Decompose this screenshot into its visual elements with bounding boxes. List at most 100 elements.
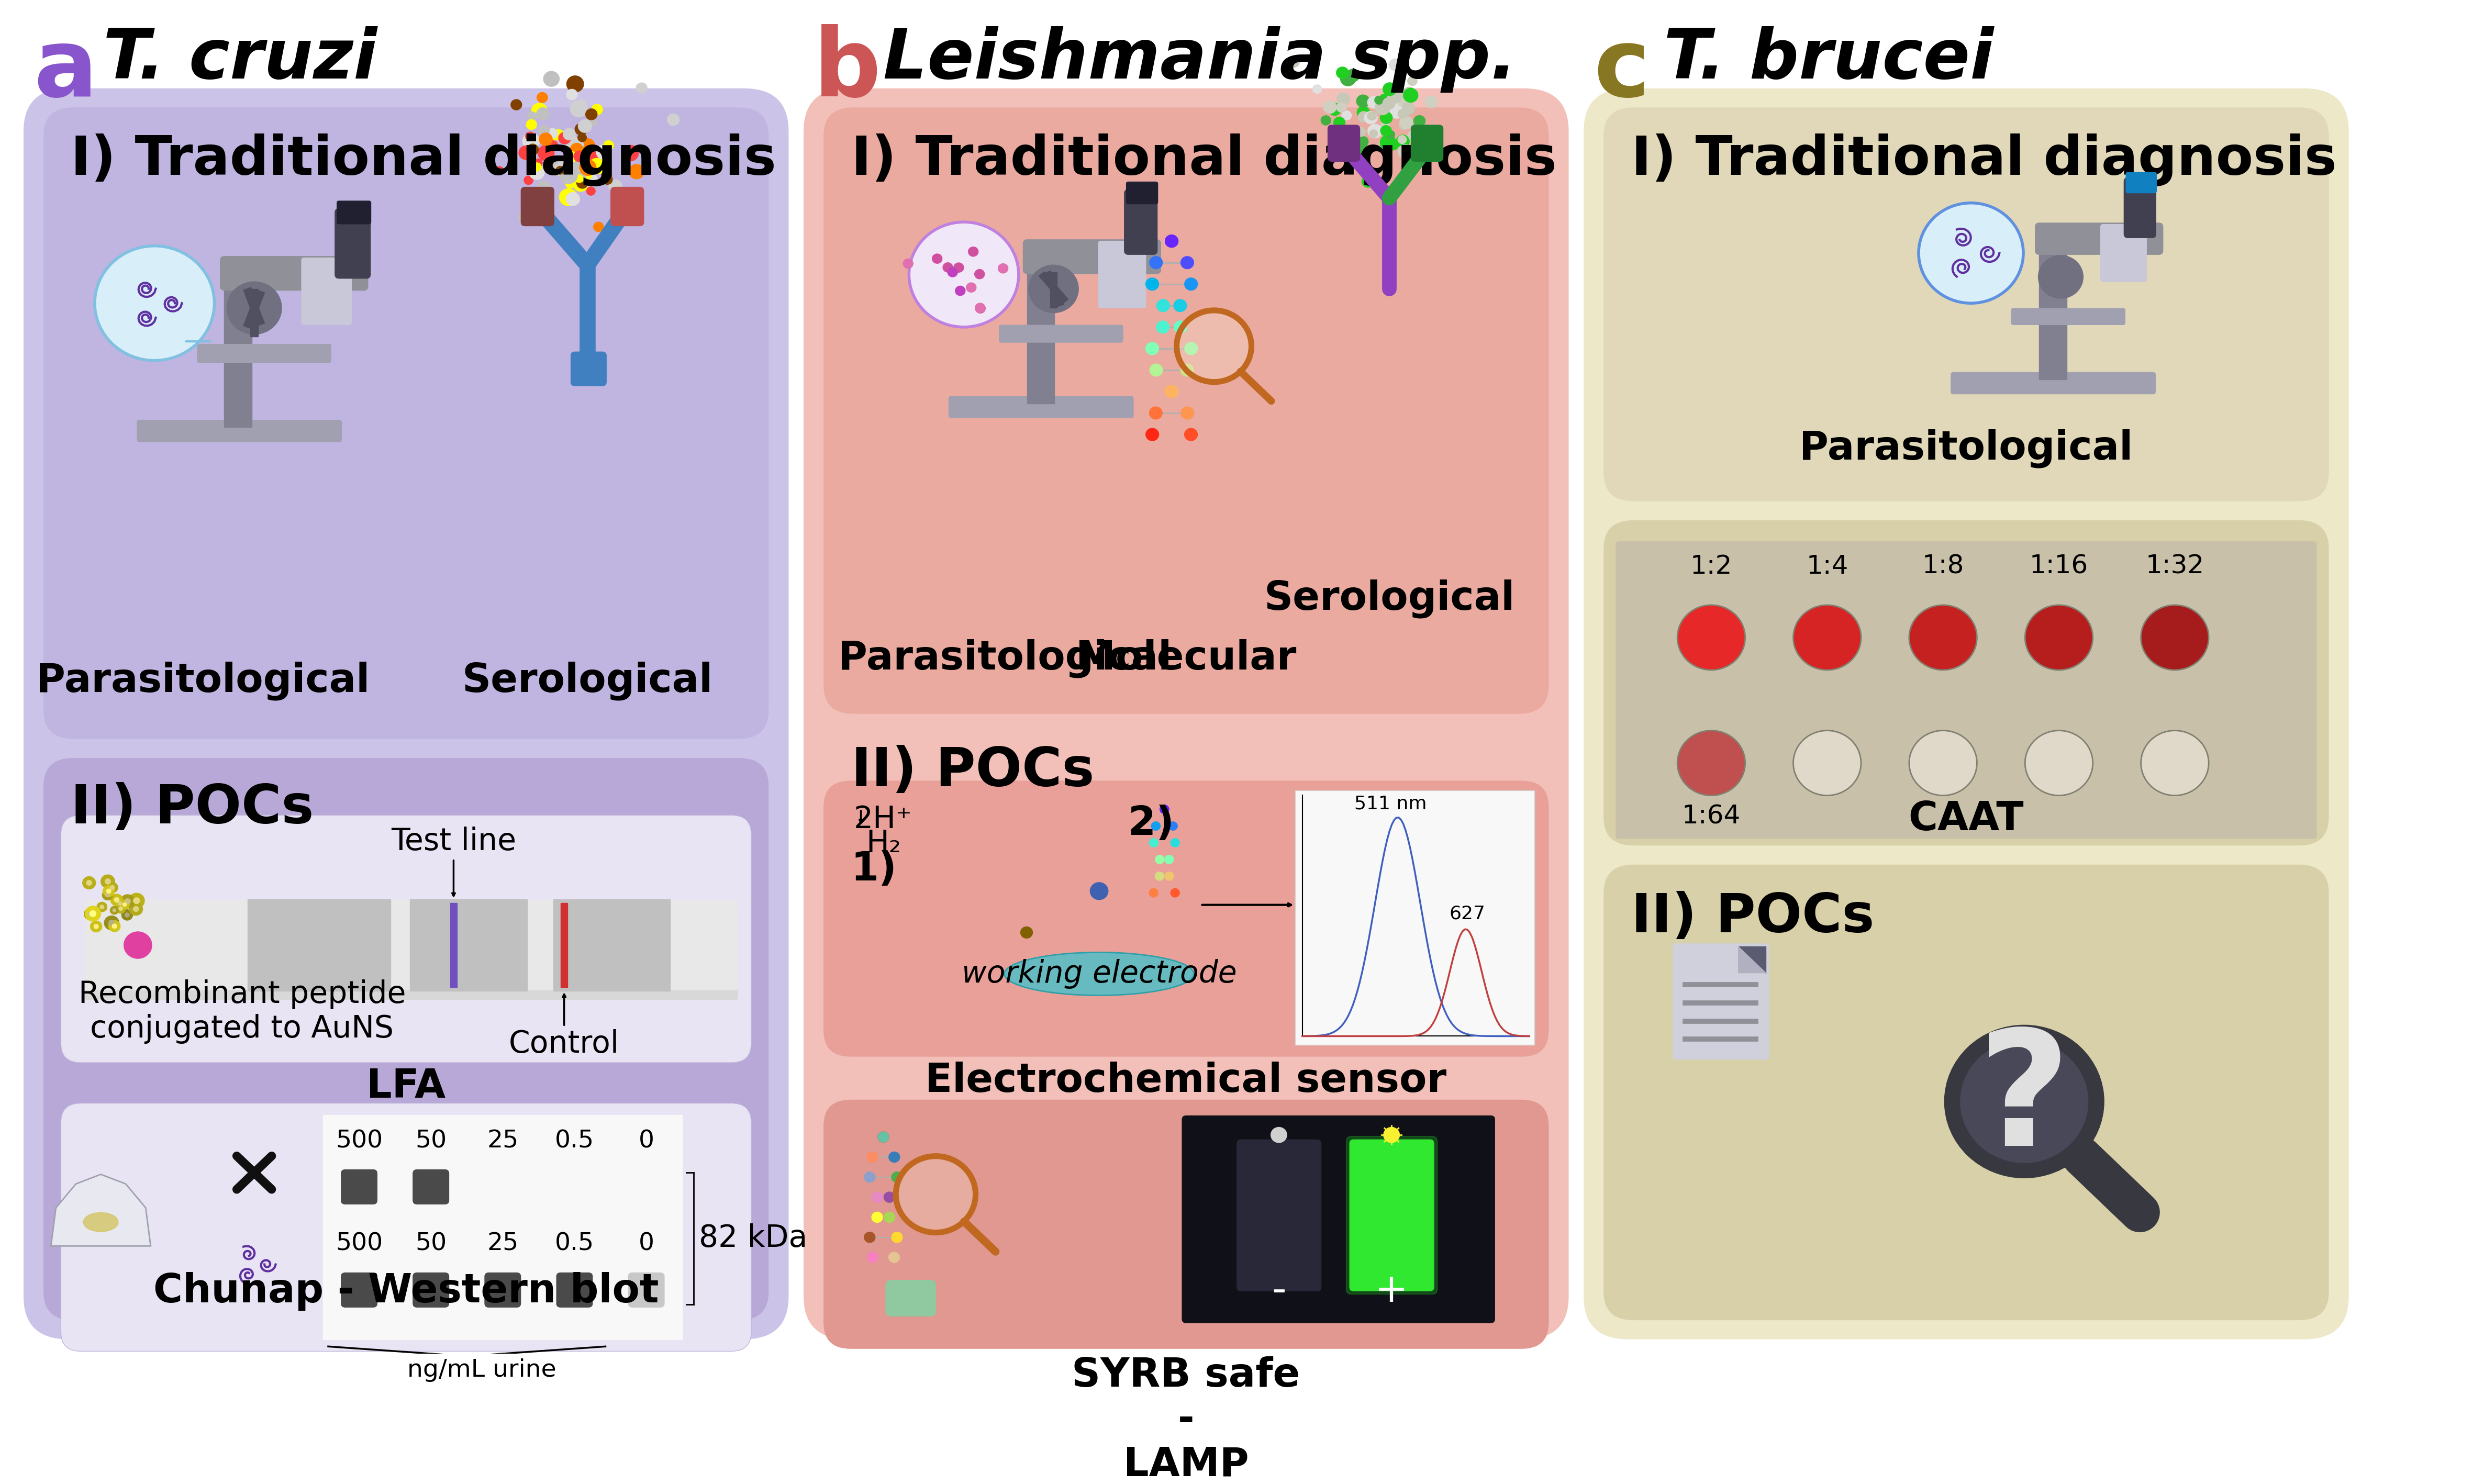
Circle shape — [574, 151, 586, 162]
Circle shape — [888, 1252, 900, 1263]
Text: 50: 50 — [415, 1129, 448, 1153]
Circle shape — [111, 886, 114, 889]
Circle shape — [527, 120, 537, 129]
Circle shape — [104, 916, 119, 930]
Circle shape — [1355, 128, 1365, 137]
Circle shape — [974, 304, 984, 313]
Circle shape — [974, 269, 984, 279]
Circle shape — [2142, 730, 2208, 795]
FancyBboxPatch shape — [1328, 125, 1360, 162]
Circle shape — [1358, 111, 1370, 122]
Text: Molecular: Molecular — [1076, 640, 1296, 678]
Circle shape — [1385, 131, 1395, 139]
Circle shape — [888, 1152, 900, 1162]
FancyBboxPatch shape — [62, 815, 752, 1063]
Text: T. brucei: T. brucei — [1664, 27, 1993, 92]
Circle shape — [1382, 98, 1395, 110]
Circle shape — [1271, 1128, 1286, 1143]
FancyBboxPatch shape — [45, 758, 769, 1321]
Text: II) POCs: II) POCs — [72, 782, 314, 834]
Text: II) POCs: II) POCs — [851, 745, 1093, 798]
Circle shape — [571, 142, 584, 156]
Circle shape — [1333, 117, 1345, 128]
Circle shape — [1944, 1025, 2105, 1178]
Circle shape — [124, 902, 126, 907]
Circle shape — [1165, 386, 1180, 398]
Circle shape — [1358, 137, 1368, 147]
FancyBboxPatch shape — [413, 1273, 450, 1307]
Text: a: a — [35, 24, 96, 116]
Circle shape — [1353, 141, 1368, 154]
FancyBboxPatch shape — [1125, 183, 1157, 203]
FancyBboxPatch shape — [413, 1169, 450, 1204]
Circle shape — [569, 168, 581, 178]
FancyBboxPatch shape — [302, 258, 351, 325]
FancyBboxPatch shape — [45, 107, 769, 739]
Circle shape — [111, 893, 124, 905]
Circle shape — [1160, 804, 1170, 813]
Circle shape — [124, 932, 151, 959]
Circle shape — [101, 890, 114, 901]
Circle shape — [114, 898, 119, 902]
FancyBboxPatch shape — [2100, 224, 2147, 282]
FancyBboxPatch shape — [1098, 240, 1145, 309]
Circle shape — [1185, 429, 1197, 441]
Circle shape — [571, 172, 589, 188]
Circle shape — [1145, 429, 1160, 441]
Circle shape — [534, 159, 542, 168]
Circle shape — [109, 920, 121, 932]
Circle shape — [547, 141, 559, 150]
FancyBboxPatch shape — [1603, 865, 2330, 1321]
FancyBboxPatch shape — [136, 420, 341, 442]
Circle shape — [1380, 126, 1392, 137]
Text: SYRB safe
-
LAMP: SYRB safe - LAMP — [1071, 1356, 1301, 1484]
Text: 0: 0 — [638, 1232, 655, 1255]
Circle shape — [1909, 730, 1976, 795]
Circle shape — [89, 911, 96, 917]
Text: +: + — [1375, 1272, 1407, 1310]
FancyBboxPatch shape — [571, 352, 606, 386]
Circle shape — [932, 254, 942, 264]
Circle shape — [522, 134, 539, 148]
Text: II) POCs: II) POCs — [1632, 890, 1875, 944]
Circle shape — [126, 913, 129, 917]
Circle shape — [134, 907, 138, 911]
Circle shape — [99, 905, 104, 908]
Circle shape — [1387, 139, 1397, 150]
Circle shape — [591, 104, 603, 114]
Circle shape — [1424, 96, 1437, 108]
Circle shape — [1328, 104, 1340, 116]
Circle shape — [532, 163, 542, 171]
Circle shape — [586, 117, 596, 128]
Circle shape — [1165, 234, 1177, 248]
Circle shape — [1167, 822, 1177, 831]
Text: Serological: Serological — [462, 662, 712, 700]
FancyBboxPatch shape — [611, 187, 643, 226]
FancyBboxPatch shape — [1603, 107, 2330, 502]
Circle shape — [124, 899, 131, 904]
Ellipse shape — [1004, 953, 1194, 996]
Bar — [450, 902, 458, 987]
Circle shape — [527, 111, 537, 122]
Polygon shape — [1739, 947, 1766, 974]
Circle shape — [579, 138, 596, 153]
Circle shape — [1021, 926, 1034, 938]
Text: LFA: LFA — [366, 1067, 445, 1106]
Circle shape — [873, 1192, 883, 1202]
Circle shape — [1185, 343, 1197, 355]
Circle shape — [1165, 234, 1177, 248]
Circle shape — [1335, 67, 1348, 79]
FancyBboxPatch shape — [1125, 190, 1157, 254]
FancyBboxPatch shape — [1603, 521, 2330, 846]
Circle shape — [608, 180, 621, 193]
Text: 1:32: 1:32 — [2147, 554, 2203, 579]
Circle shape — [1402, 102, 1415, 114]
Circle shape — [2025, 730, 2092, 795]
Circle shape — [628, 165, 643, 180]
Circle shape — [1380, 120, 1390, 129]
Circle shape — [1400, 56, 1407, 64]
Circle shape — [94, 925, 99, 929]
Circle shape — [586, 150, 601, 163]
FancyBboxPatch shape — [25, 89, 789, 1339]
Circle shape — [1382, 1128, 1400, 1143]
